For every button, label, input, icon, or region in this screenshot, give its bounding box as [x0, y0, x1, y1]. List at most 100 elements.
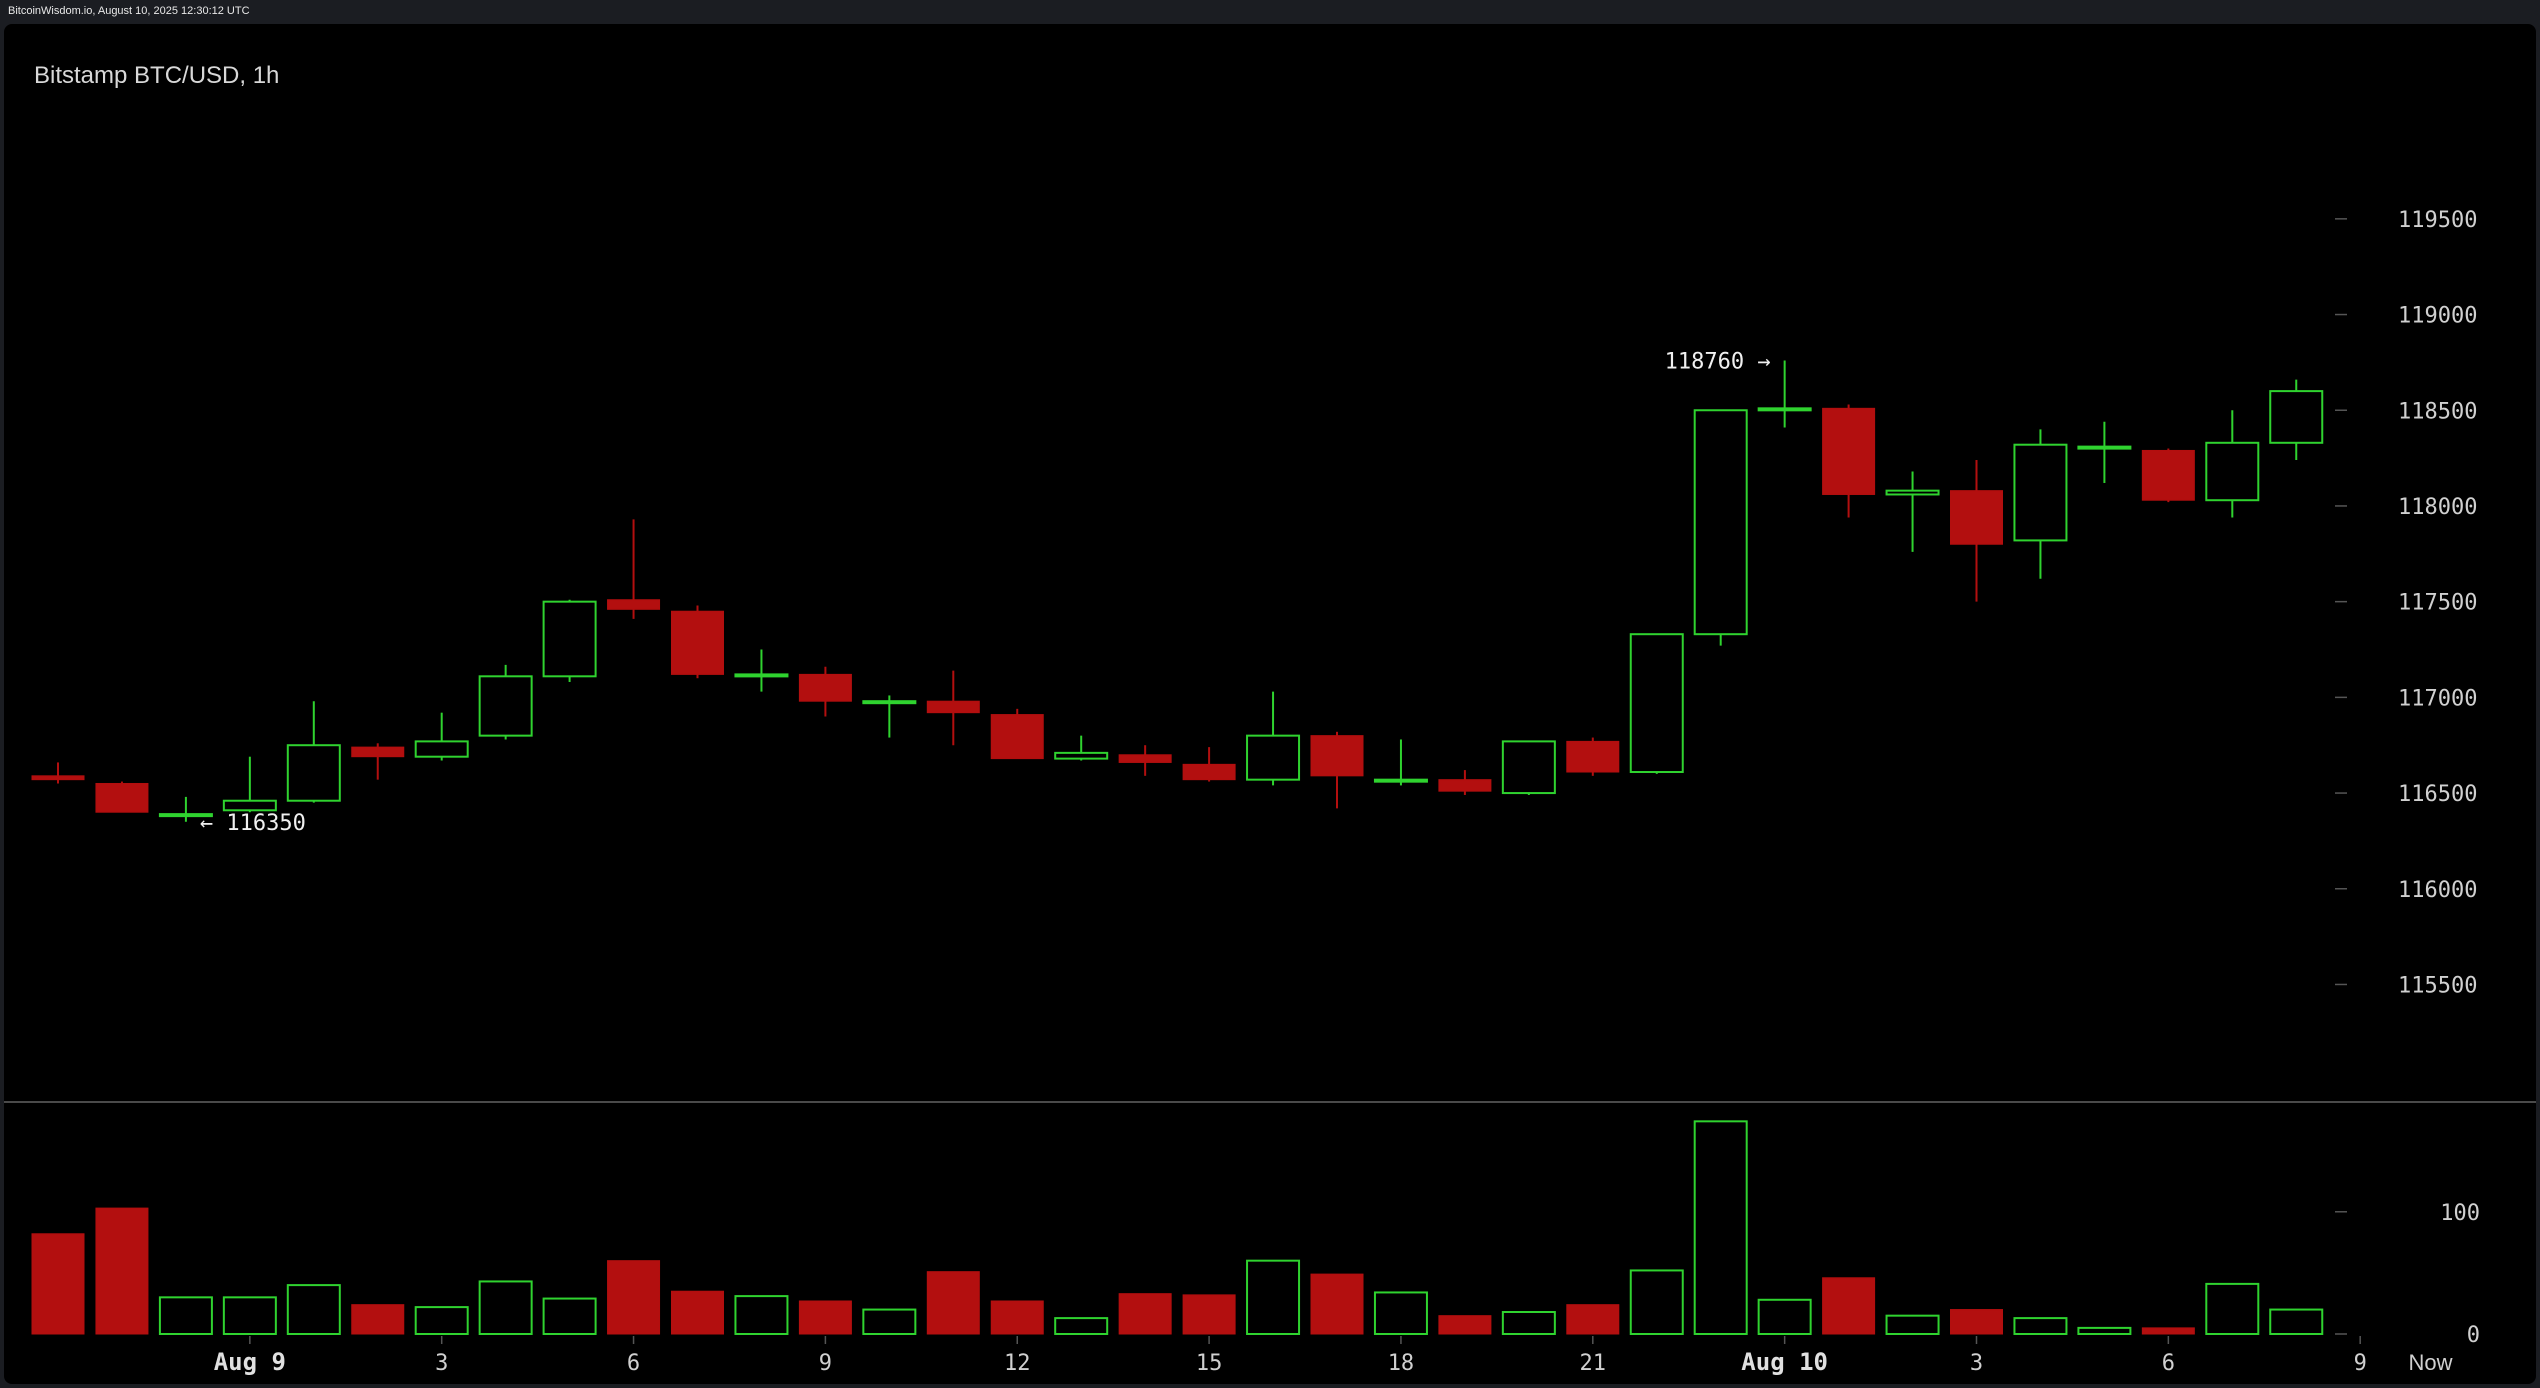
volume-bar — [158, 1296, 213, 1336]
time-label: 3 — [1970, 1351, 1983, 1376]
volume-bar — [926, 1271, 980, 1335]
candle — [2205, 410, 2260, 518]
volume-bar — [351, 1304, 405, 1335]
candle — [478, 664, 533, 740]
source-bar: BitcoinWisdom.io, August 10, 2025 12:30:… — [0, 0, 2540, 24]
date-label: Aug 9 — [214, 1348, 286, 1376]
candle — [31, 762, 85, 784]
candle-body — [607, 599, 661, 610]
candle-body — [1693, 409, 1748, 636]
candle-body — [1822, 407, 1876, 495]
candle-body — [1885, 489, 1940, 496]
candle — [1310, 731, 1364, 809]
candle-body — [2141, 449, 2195, 501]
time-label: 3 — [435, 1351, 448, 1376]
volume-bar — [2013, 1317, 2068, 1335]
price-annotation: 118760 → — [1665, 349, 1771, 374]
price-tick-label: 117500 — [2398, 591, 2477, 616]
candle-body — [414, 740, 469, 758]
volume-bar — [31, 1233, 85, 1335]
volume-axis: 0 100 — [2335, 1201, 2480, 1348]
candle-body — [671, 610, 724, 675]
date-label: Aug 10 — [1741, 1348, 1828, 1376]
price-tick-label: 115500 — [2398, 973, 2477, 998]
volume-bar — [414, 1306, 469, 1335]
candle — [351, 743, 405, 780]
candle — [2077, 421, 2132, 483]
candle — [286, 701, 341, 803]
volume-tick-label: 0 — [2467, 1323, 2480, 1348]
candle-body — [31, 775, 85, 781]
volume-bar — [1310, 1273, 1364, 1335]
price-tick-label: 119000 — [2398, 304, 2477, 329]
volume-bar — [1246, 1259, 1301, 1335]
volume-bar — [1885, 1314, 1940, 1335]
candle — [1757, 360, 1812, 428]
volume-bar — [671, 1290, 724, 1335]
volume-bar — [1438, 1315, 1492, 1335]
volume-bar — [95, 1207, 149, 1335]
candle — [1501, 740, 1556, 795]
candlestick-chart[interactable]: 115500 116000 116500 117000 117500 118000 1185… — [4, 24, 2536, 1384]
time-label: 6 — [2162, 1351, 2175, 1376]
time-label: 21 — [1580, 1351, 1607, 1376]
volume-bar — [1054, 1317, 1109, 1335]
volume-bar — [1501, 1311, 1556, 1335]
candle-body — [2013, 443, 2068, 542]
candle — [2141, 448, 2195, 503]
chart-frame: Bitstamp BTC/USD, 1h 115500 116000 116500 1… — [4, 24, 2536, 1384]
candle-body — [990, 714, 1044, 760]
candle — [2013, 429, 2068, 579]
candle — [671, 605, 724, 679]
candle — [222, 756, 277, 813]
candle — [1822, 404, 1876, 518]
candle — [1246, 691, 1301, 786]
volume-tick-label: 100 — [2440, 1201, 2480, 1226]
candle — [1118, 745, 1172, 776]
volume-bar — [1118, 1293, 1172, 1335]
candle — [95, 781, 149, 813]
price-tick-label: 118500 — [2398, 399, 2477, 424]
candle-body — [222, 799, 277, 812]
volume-bar — [990, 1300, 1044, 1335]
candle — [2269, 379, 2324, 461]
volume-bar — [798, 1300, 852, 1335]
candle-body — [478, 675, 533, 737]
candle-body — [2077, 445, 2132, 450]
time-label: 9 — [819, 1351, 832, 1376]
candle-body — [1501, 740, 1556, 795]
source-line: BitcoinWisdom.io, August 10, 2025 12:30:… — [8, 5, 250, 17]
volume-bar — [2141, 1327, 2195, 1335]
candle-body — [1310, 735, 1364, 777]
volume-bar — [1822, 1277, 1876, 1335]
volume-bar — [2077, 1326, 2132, 1336]
candle-body — [1950, 490, 2003, 545]
volume-bar — [478, 1280, 533, 1336]
time-label: 15 — [1196, 1351, 1223, 1376]
candle-body — [1182, 763, 1236, 781]
price-tick-label: 117000 — [2398, 686, 2477, 711]
candle-body — [734, 673, 789, 678]
volume-bar — [1373, 1291, 1428, 1336]
time-label: 12 — [1004, 1351, 1031, 1376]
volume-bar — [222, 1296, 277, 1336]
candle-body — [542, 600, 597, 678]
volume-bar — [1950, 1309, 2003, 1335]
time-axis: Aug 9 3 6 9 12 15 18 21 Aug 10 3 6 9 Now — [214, 1336, 2453, 1376]
candle — [1438, 770, 1492, 795]
volume-bar — [862, 1308, 917, 1335]
volume-bar — [734, 1295, 789, 1335]
candle — [926, 670, 980, 746]
price-tick-label: 119500 — [2398, 208, 2477, 233]
candle-body — [1629, 633, 1684, 774]
volume-bar — [542, 1297, 597, 1335]
time-label: Now — [2409, 1350, 2453, 1375]
volume-bar — [1629, 1269, 1684, 1336]
candle-body — [1373, 778, 1428, 783]
price-tick-label: 118000 — [2398, 495, 2477, 520]
price-axis: 115500 116000 116500 117000 117500 118000 1185… — [2335, 208, 2477, 998]
candle — [1054, 735, 1109, 761]
volume-bar — [1566, 1304, 1620, 1335]
candle-body — [95, 782, 149, 813]
annotations: 118760 → ← 116350 — [200, 349, 1771, 835]
